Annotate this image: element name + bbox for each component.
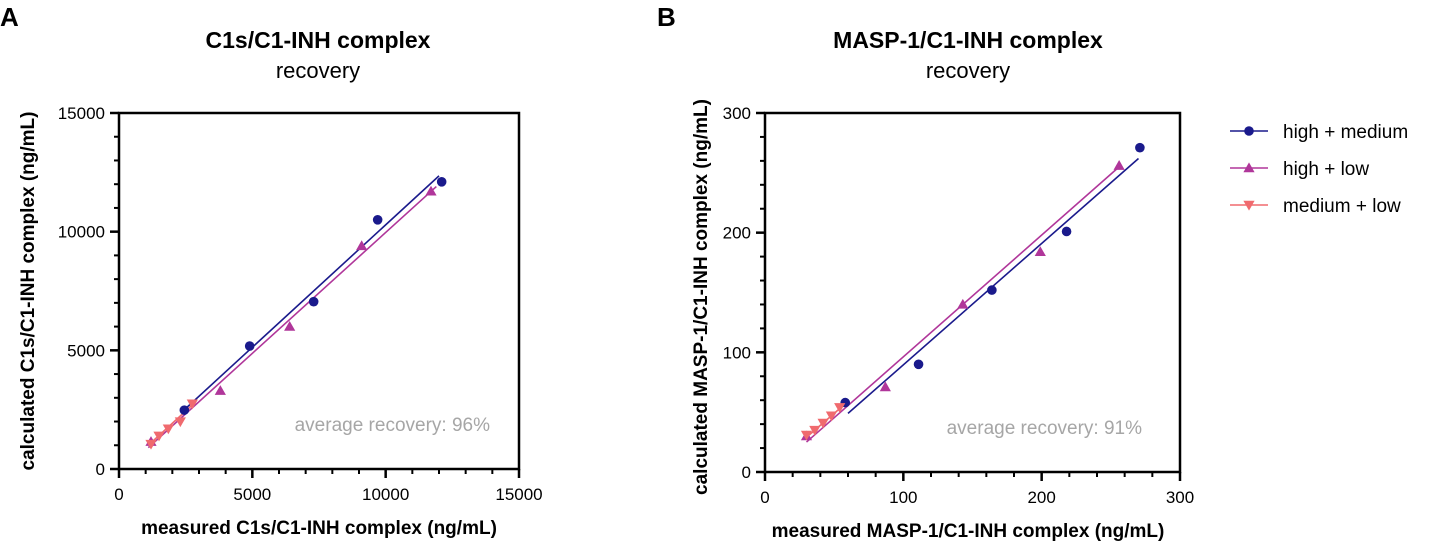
legend-item-medium-low: medium + low (1230, 196, 1401, 217)
panel-a-point-high-medium (372, 215, 383, 225)
panel-b-point-medium-low (825, 411, 837, 422)
panel-letter-b: B (657, 2, 676, 32)
panel-a-point-high-medium (244, 341, 255, 351)
panel-b-point-high-low (957, 298, 969, 309)
legend-marker (1243, 200, 1255, 211)
panel-b-point-high-medium (987, 285, 997, 295)
panel-a-ticks: 0 5000 10000 15000 0 5000 10000 15000 (58, 104, 543, 504)
panel-b-y-tick-label: 200 (723, 224, 751, 243)
panel-b-marks (800, 142, 1145, 443)
panel-b: B MASP-1/C1-INH complex recovery 0 100 200… (657, 2, 1194, 542)
panel-a-point-medium-low (174, 417, 186, 428)
panel-b-point-medium-low (834, 403, 846, 413)
panel-a: A C1s/C1-INH complex recovery 0 5000 10000… (0, 2, 543, 539)
panel-b-point-medium-low (800, 430, 813, 441)
panel-a-point-medium-low (186, 399, 198, 410)
panel-a-point-high-low (284, 321, 296, 331)
panel-b-point-high-medium (913, 359, 924, 370)
panel-b-point-high-low (1113, 160, 1125, 170)
panel-a-point-medium-low (162, 424, 174, 435)
panel-b-title: MASP-1/C1-INH complex (833, 27, 1103, 53)
panel-a-x-tick-label: 0 (114, 485, 123, 504)
panel-a-point-high-medium (436, 177, 447, 187)
panel-a-annotation: average recovery: 96% (295, 415, 490, 436)
legend-label: medium + low (1283, 196, 1401, 217)
legend-label: high + low (1283, 159, 1369, 180)
legend-label: high + medium (1283, 122, 1408, 143)
panel-a-y-tick-label: 15000 (58, 104, 105, 123)
panel-b-point-medium-low (817, 418, 829, 429)
panel-b-x-tick-label: 100 (889, 488, 917, 507)
panel-a-x-tick-label: 15000 (495, 485, 542, 504)
panel-a-y-tick-label: 0 (96, 460, 105, 479)
panel-b-y-tick-label: 100 (723, 343, 751, 362)
panel-b-subtitle: recovery (926, 58, 1010, 83)
legend: high + medium high + low medium + low (1230, 122, 1408, 217)
panel-b-point-high-medium (1061, 226, 1072, 237)
panel-a-marks (145, 175, 447, 450)
panel-a-point-medium-low (153, 431, 165, 442)
panel-b-annotation: average recovery: 91% (947, 418, 1142, 439)
panel-a-y-tick-label: 10000 (58, 223, 105, 242)
panel-b-point-high-medium (1135, 142, 1145, 153)
panel-a-point-high-medium (179, 405, 190, 415)
panel-b-point-high-low (879, 381, 891, 392)
panel-a-point-high-medium (308, 296, 319, 307)
panel-b-x-tick-label: 200 (1027, 488, 1055, 507)
panel-a-fit-line-high-low (147, 185, 437, 449)
panel-a-point-high-low (425, 185, 437, 196)
panel-b-x-tick-label: 0 (760, 488, 769, 507)
panel-a-y-tick-label: 5000 (67, 341, 105, 360)
panel-b-y-tick-label: 300 (723, 104, 751, 123)
legend-item-high-low: high + low (1230, 159, 1369, 180)
panel-a-title: C1s/C1-INH complex (206, 27, 431, 53)
panel-a-y-axis-label: calculated C1s/C1-INH complex (ng/mL) (18, 112, 39, 471)
legend-marker (1244, 126, 1254, 136)
panel-b-point-medium-low (809, 425, 821, 436)
panel-a-subtitle: recovery (276, 58, 360, 83)
panel-a-x-tick-label: 10000 (362, 485, 409, 504)
panel-a-x-axis-label: measured C1s/C1-INH complex (ng/mL) (141, 518, 497, 539)
panel-b-y-axis-label: calculated MASP-1/C1-INH complex (ng/mL) (691, 99, 712, 495)
panel-a-point-high-low (356, 240, 368, 251)
panel-a-plot-frame (117, 111, 521, 471)
panel-b-x-tick-label: 300 (1166, 488, 1194, 507)
panel-b-ticks: 0 100 200 300 0 100 200 300 (723, 104, 1195, 507)
panel-a-point-medium-low (145, 439, 157, 450)
panel-b-point-high-low (1034, 246, 1046, 257)
panel-b-y-tick-label: 0 (742, 463, 751, 482)
panel-letter-a: A (0, 2, 19, 32)
panel-b-plot-frame (763, 111, 1182, 474)
legend-item-high-medium: high + medium (1230, 122, 1408, 143)
legend-marker (1243, 162, 1255, 173)
panel-a-point-high-low (214, 385, 226, 395)
panel-a-x-tick-label: 5000 (233, 485, 271, 504)
panel-a-fit-line-high-medium (185, 175, 440, 410)
panel-b-x-axis-label: measured MASP-1/C1-INH complex (ng/mL) (772, 521, 1165, 542)
